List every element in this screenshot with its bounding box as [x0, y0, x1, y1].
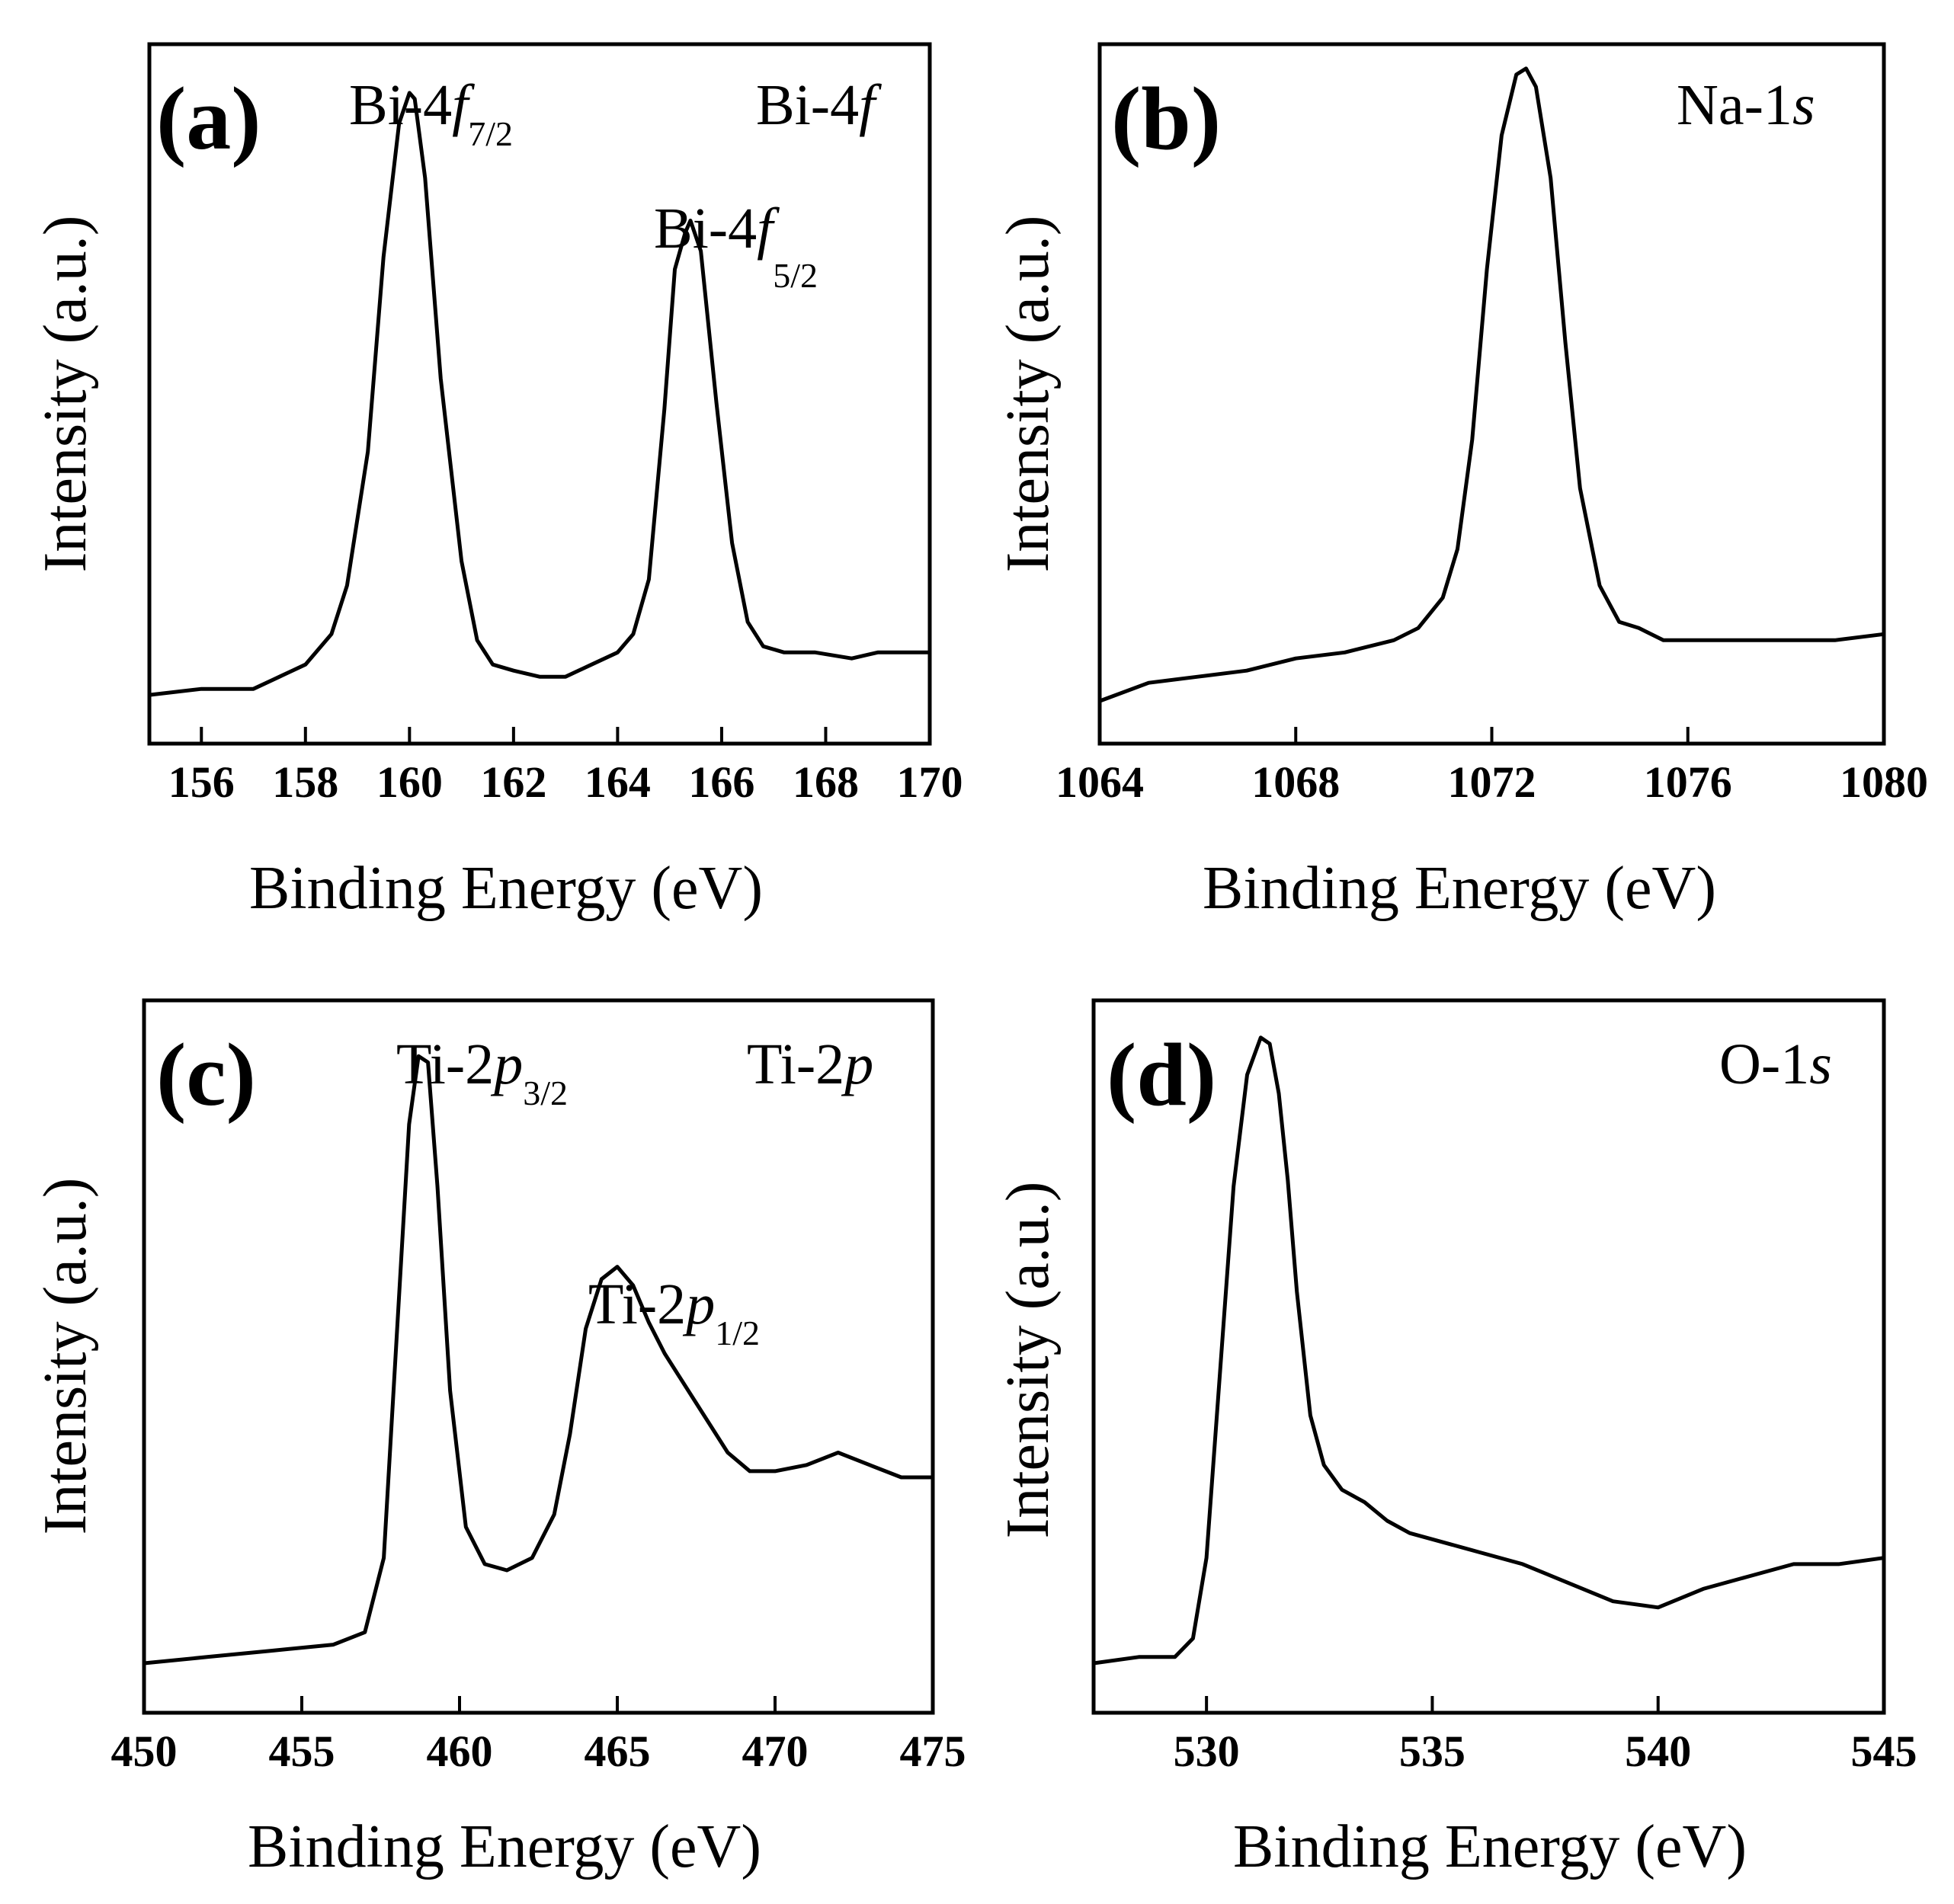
panel-d-plot-frame — [1091, 998, 1886, 1715]
panel-c-x-ticks: 450 455 460 465 470 475 — [111, 1696, 966, 1776]
panel-a-y-axis-title: Intensity (a.u.) — [32, 216, 99, 573]
panel-d-x-ticks: 530 535 540 545 — [1174, 1696, 1917, 1776]
panel-b-x-ticks: 1064 1068 1072 1076 1080 — [1055, 727, 1928, 807]
panel-a-peak-label-bi4f72: Bi-4f7/2 — [349, 73, 513, 153]
panel-c-x-tick-label: 455 — [269, 1726, 335, 1776]
panel-d-title: O-1s — [1719, 1032, 1832, 1096]
panel-c-peak-label-ti2p12: Ti-2p1/2 — [588, 1272, 760, 1352]
panel-c-peak-label-ti2p32: Ti-2p3/2 — [396, 1032, 568, 1112]
panel-a-x-ticks: 156 158 160 162 164 166 168 170 — [168, 727, 963, 807]
panel-b-x-tick-label: 1068 — [1251, 757, 1340, 807]
panel-d-x-tick-label: 530 — [1174, 1726, 1240, 1776]
panel-a-x-tick-label: 170 — [897, 757, 963, 807]
panel-a-x-tick-label: 168 — [793, 757, 859, 807]
panel-d-x-tick-label: 535 — [1399, 1726, 1466, 1776]
panel-a-x-tick-label: 160 — [376, 757, 443, 807]
panel-c-x-tick-label: 470 — [742, 1726, 809, 1776]
panel-a-x-tick-label: 164 — [585, 757, 651, 807]
panel-b-na1s: 1064 1068 1072 1076 1080 (b) Na-1s Binding E… — [995, 42, 1928, 922]
panel-c-letter: (c) — [156, 1025, 256, 1125]
panel-c-y-axis-title: Intensity (a.u.) — [32, 1178, 99, 1535]
panel-b-y-axis-title: Intensity (a.u.) — [995, 216, 1062, 573]
panel-a-x-tick-label: 166 — [688, 757, 754, 807]
panel-b-title: Na-1s — [1677, 73, 1815, 137]
panel-a-title: Bi-4f — [756, 73, 882, 137]
panel-b-x-tick-label: 1072 — [1448, 757, 1536, 807]
panel-a-bi4f: 156 158 160 162 164 166 168 170 (a) Bi-4f Bi-4f… — [32, 42, 963, 922]
panel-d-y-axis-title: Intensity (a.u.) — [995, 1182, 1062, 1539]
panel-c-x-tick-label: 465 — [585, 1726, 651, 1776]
panel-a-peak-label-bi4f52: Bi-4f5/2 — [654, 197, 818, 295]
panel-d-x-axis-title: Binding Energy (eV) — [1233, 1813, 1747, 1880]
panel-d-letter: (d) — [1107, 1025, 1216, 1125]
panel-a-spectrum-line — [147, 91, 932, 697]
panel-b-letter: (b) — [1111, 69, 1221, 168]
panel-b-x-tick-label: 1064 — [1055, 757, 1144, 807]
panel-b-spectrum-line — [1097, 66, 1886, 703]
panel-d-x-tick-label: 540 — [1625, 1726, 1691, 1776]
panel-c-x-tick-label: 475 — [900, 1726, 966, 1776]
panel-c-x-tick-label: 450 — [111, 1726, 178, 1776]
panel-a-plot-frame — [147, 42, 932, 746]
panel-b-x-tick-label: 1076 — [1644, 757, 1732, 807]
panel-c-title: Ti-2p — [747, 1032, 873, 1096]
panel-a-letter: (a) — [156, 69, 261, 168]
panel-d-o1s: 530 535 540 545 (d) O-1s Binding Energy (eV… — [995, 998, 1917, 1880]
panel-a-x-axis-title: Binding Energy (eV) — [249, 855, 763, 922]
panel-c-x-tick-label: 460 — [427, 1726, 493, 1776]
panel-c-spectrum-line — [142, 1054, 935, 1666]
panel-c-ti2p: 450 455 460 465 470 475 (c) Ti-2p Ti-2p3/2 Ti… — [32, 998, 966, 1880]
panel-b-x-tick-label: 1080 — [1840, 757, 1928, 807]
panel-a-x-tick-label: 162 — [480, 757, 546, 807]
panel-a-x-tick-label: 158 — [272, 757, 338, 807]
panel-a-x-tick-label: 156 — [168, 757, 235, 807]
panel-c-plot-frame — [142, 998, 935, 1715]
panel-d-x-tick-label: 545 — [1851, 1726, 1917, 1776]
panel-b-x-axis-title: Binding Energy (eV) — [1203, 855, 1716, 922]
panel-c-x-axis-title: Binding Energy (eV) — [248, 1813, 761, 1880]
panel-d-spectrum-line — [1091, 1035, 1886, 1666]
